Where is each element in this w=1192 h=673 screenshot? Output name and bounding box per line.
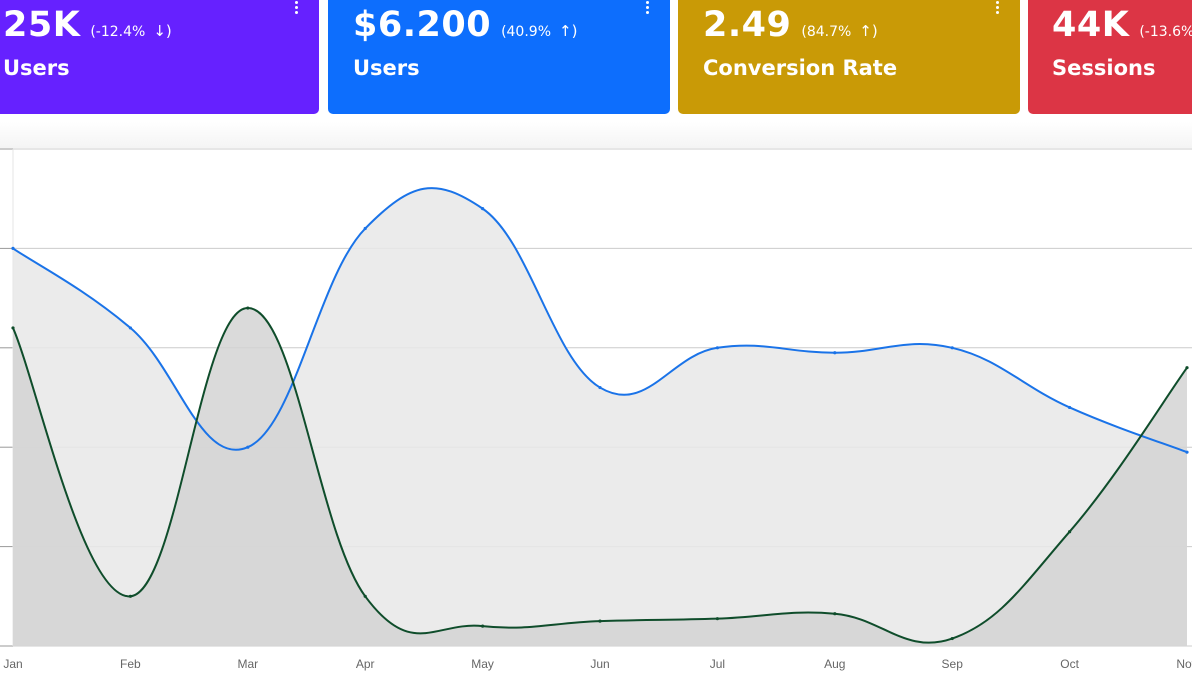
- more-vertical-icon[interactable]: [646, 1, 650, 16]
- stat-value: $6.200: [353, 5, 492, 45]
- data-point-series-1-May[interactable]: [481, 207, 485, 211]
- data-point-series-2-Mar[interactable]: [246, 306, 250, 310]
- data-point-series-1-Jan[interactable]: [11, 246, 15, 250]
- stat-card-conversion-rate: 2.49 (84.7% ↑) Conversion Rate: [678, 0, 1020, 114]
- data-point-series-2-Aug[interactable]: [833, 612, 837, 616]
- stat-value: 25K: [3, 5, 81, 45]
- stat-value-row: 25K (-12.4% ↓): [3, 5, 172, 45]
- stat-card-sessions: 44K (-13.6% Sessions: [1028, 0, 1192, 114]
- more-vertical-icon[interactable]: [996, 1, 1000, 16]
- area-fill-series-2: [13, 308, 1187, 646]
- x-tick-label: Oct: [1060, 657, 1079, 671]
- data-point-series-2-Jan[interactable]: [11, 326, 15, 330]
- arrow-up-icon: ↑): [559, 22, 578, 40]
- x-tick-label: Jan: [3, 657, 22, 671]
- stat-label: Sessions: [1052, 56, 1156, 80]
- x-tick-label: Feb: [120, 657, 141, 671]
- line-series-1: [12, 187, 1188, 454]
- data-point-series-1-Jul[interactable]: [715, 346, 720, 350]
- data-point-series-1-Oct[interactable]: [1068, 405, 1072, 410]
- stat-card-users: 25K (-12.4% ↓) Users: [0, 0, 319, 114]
- data-point-series-2-Oct[interactable]: [1068, 530, 1072, 534]
- x-tick-label: Jun: [590, 657, 609, 671]
- data-point-series-2-Sep[interactable]: [950, 636, 954, 641]
- data-point-series-1-Feb[interactable]: [128, 326, 132, 330]
- data-point-series-2-May[interactable]: [481, 624, 485, 628]
- stat-change: (84.7%: [801, 24, 852, 40]
- x-tick-label: Nov: [1176, 657, 1192, 671]
- chart-panel-shadow: [0, 122, 1192, 148]
- line-series-2: [12, 307, 1188, 644]
- stat-value-row: 2.49 (84.7% ↑): [703, 5, 878, 45]
- line-area-chart: Jan Feb Mar Apr May Jun Jul Aug Sep Oct Nov: [0, 148, 1192, 671]
- stat-label: Users: [3, 56, 70, 80]
- stat-value: 2.49: [703, 5, 792, 45]
- stat-value: 44K: [1052, 5, 1130, 45]
- stat-value-row: $6.200 (40.9% ↑): [353, 5, 577, 45]
- arrow-down-icon: ↓): [153, 22, 172, 40]
- data-point-series-2-Apr[interactable]: [363, 594, 367, 598]
- stat-change: (40.9%: [501, 24, 551, 40]
- data-point-series-2-Nov[interactable]: [1185, 366, 1189, 370]
- data-point-series-2-Jun[interactable]: [598, 619, 602, 623]
- data-point-series-1-Apr[interactable]: [363, 226, 367, 231]
- x-tick-label: Aug: [824, 657, 845, 671]
- stat-value-row: 44K (-13.6%: [1052, 5, 1192, 45]
- x-tick-label: Mar: [237, 657, 258, 671]
- data-point-series-1-Mar[interactable]: [246, 445, 250, 449]
- data-point-series-1-Aug[interactable]: [833, 351, 837, 355]
- arrow-up-icon: ↑): [859, 22, 878, 40]
- stat-change: (-13.6%: [1139, 24, 1192, 40]
- stat-label: Conversion Rate: [703, 56, 898, 80]
- x-tick-label: Apr: [356, 657, 375, 671]
- more-vertical-icon[interactable]: [295, 1, 299, 16]
- x-tick-label: Sep: [942, 657, 964, 671]
- data-point-series-1-Nov[interactable]: [1185, 450, 1189, 454]
- data-point-series-1-Jun[interactable]: [598, 385, 602, 390]
- x-tick-label: May: [471, 657, 494, 671]
- data-point-series-2-Feb[interactable]: [128, 594, 132, 598]
- stat-change: (-12.4%: [90, 24, 146, 40]
- data-point-series-2-Jul[interactable]: [715, 617, 720, 621]
- data-point-series-1-Sep[interactable]: [950, 346, 954, 350]
- stat-label: Users: [353, 56, 420, 80]
- stat-card-revenue: $6.200 (40.9% ↑) Users: [328, 0, 670, 114]
- x-tick-label: Jul: [710, 657, 725, 671]
